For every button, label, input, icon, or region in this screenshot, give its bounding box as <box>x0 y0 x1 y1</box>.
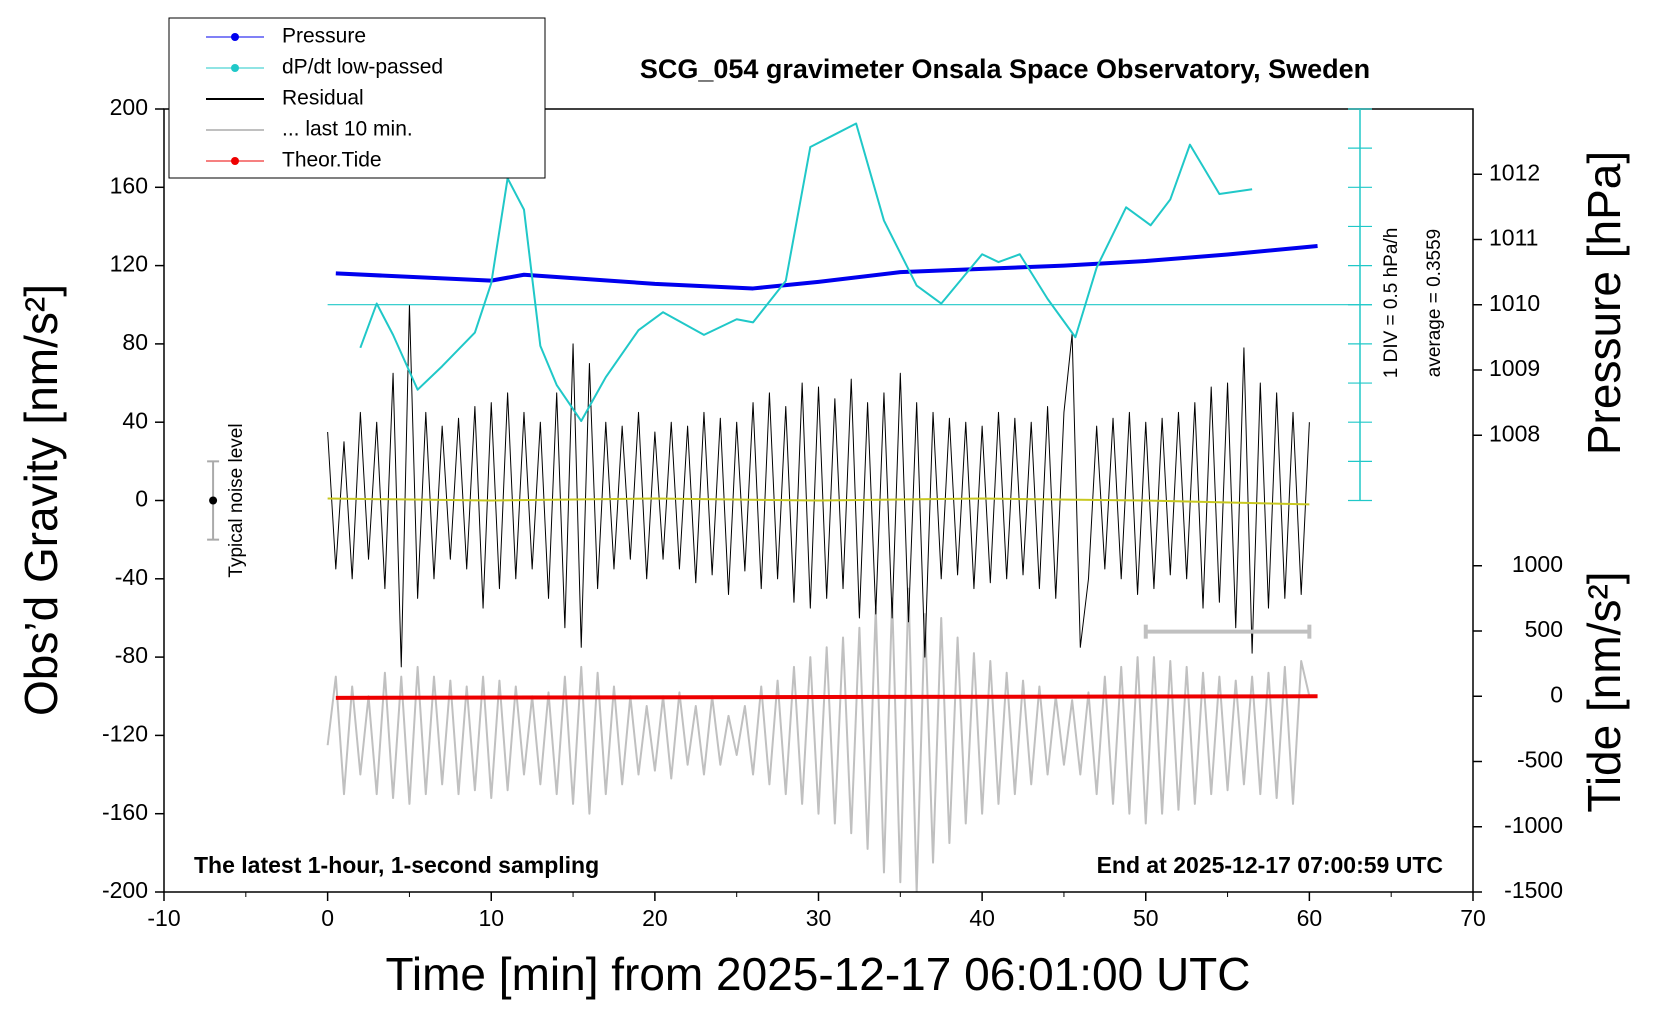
x-tick-label: 60 <box>1297 905 1323 931</box>
x-axis-label: Time [min] from 2025-12-17 06:01:00 UTC <box>386 948 1251 1000</box>
y2-tick-label: 1008 <box>1489 420 1540 446</box>
x-tick-label: 30 <box>806 905 832 931</box>
legend-label: Theor.Tide <box>282 149 382 172</box>
y-tick-label: 200 <box>110 94 148 120</box>
y3-tick-label: -500 <box>1517 747 1563 773</box>
y3-tick-label: -1500 <box>1504 877 1563 903</box>
legend-label: Pressure <box>282 25 366 48</box>
annotation: End at 2025-12-17 07:00:59 UTC <box>1097 852 1443 878</box>
y3-tick-label: 1000 <box>1512 551 1563 577</box>
series-line <box>359 122 1253 423</box>
noise-point <box>209 496 218 505</box>
y3-tick-label: 500 <box>1525 616 1563 642</box>
series-line <box>326 587 1311 892</box>
dpdt-scale-label: 1 DIV = 0.5 hPa/h <box>1381 228 1402 379</box>
y-axis-label: Obs’d Gravity [nm/s²] <box>15 284 67 716</box>
y-tick-label: -80 <box>115 642 148 668</box>
y2-tick-label: 1009 <box>1489 355 1540 381</box>
tide-axis-label: Tide [nm/s²] <box>1578 571 1630 812</box>
legend-marker <box>231 64 239 72</box>
legend-label: Residual <box>282 87 364 110</box>
series-line <box>335 694 1318 700</box>
y-tick-label: 40 <box>122 407 148 433</box>
x-tick-label: 0 <box>321 905 334 931</box>
x-tick-label: 50 <box>1133 905 1159 931</box>
average-label: average = 0.3559 <box>1424 229 1445 377</box>
y3-tick-label: 0 <box>1550 681 1563 707</box>
y-tick-label: -200 <box>102 877 148 903</box>
noise-label: Typical noise level <box>226 423 247 577</box>
series-line <box>327 304 1310 668</box>
y-tick-label: 160 <box>110 172 148 198</box>
legend-marker <box>231 157 239 165</box>
y-tick-label: -120 <box>102 720 148 746</box>
y-tick-label: 0 <box>135 486 148 512</box>
legend-marker <box>231 33 239 41</box>
legend-label: ... last 10 min. <box>282 118 413 141</box>
y-tick-label: 80 <box>122 329 148 355</box>
y2-tick-label: 1010 <box>1489 290 1540 316</box>
x-tick-label: 40 <box>969 905 995 931</box>
x-tick-label: 20 <box>642 905 668 931</box>
x-tick-label: -10 <box>147 905 180 931</box>
y3-tick-label: -1000 <box>1504 812 1563 838</box>
y-tick-label: 120 <box>110 251 148 277</box>
y2-tick-label: 1011 <box>1489 225 1538 251</box>
annotation: The latest 1-hour, 1-second sampling <box>194 852 599 878</box>
series-line <box>335 244 1318 291</box>
chart-title: SCG_054 gravimeter Onsala Space Observat… <box>640 54 1370 84</box>
y-tick-label: -160 <box>102 799 148 825</box>
pressure-axis-label: Pressure [hPa] <box>1578 151 1630 455</box>
plot-area <box>326 122 1318 892</box>
legend-label: dP/dt low-passed <box>282 56 443 79</box>
y2-tick-label: 1012 <box>1489 159 1540 185</box>
series-line <box>327 497 1310 506</box>
y-tick-label: -40 <box>115 564 148 590</box>
x-tick-label: 70 <box>1460 905 1486 931</box>
overlay: -10 0 10 20 30 40 50 60 70 -200 -160 -120 -80 -40 0 40 8… <box>102 17 1563 931</box>
x-tick-label: 10 <box>478 905 504 931</box>
